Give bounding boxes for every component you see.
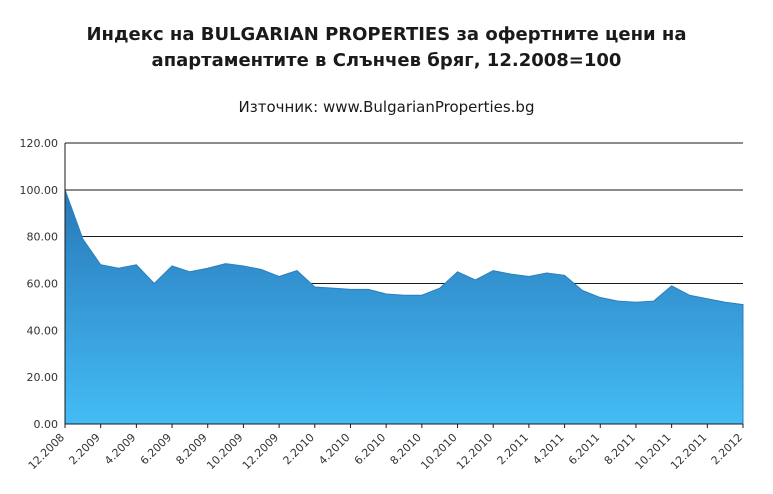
x-axis-tick-label: 6.2010 xyxy=(352,431,388,467)
x-axis-tick-label: 2.2009 xyxy=(66,431,102,467)
y-axis-tick-label: 0.00 xyxy=(34,418,59,431)
y-axis-tick-label: 120.00 xyxy=(20,137,59,150)
chart-subtitle: Източник: www.BulgarianProperties.bg xyxy=(238,98,535,116)
y-axis-tick-label: 80.00 xyxy=(27,231,59,244)
x-axis-tick-label: 2.2012 xyxy=(709,431,745,467)
axes xyxy=(64,143,743,425)
area-series xyxy=(64,189,744,425)
x-axis-tick-label: 4.2011 xyxy=(530,431,566,467)
x-axis-tick-label: 12.2010 xyxy=(454,431,495,472)
area-fill xyxy=(64,189,744,425)
x-axis-tick-label: 4.2009 xyxy=(102,431,138,467)
x-axis-tick-label: 6.2011 xyxy=(566,431,602,467)
chart-area: 0.00 20.00 40.00 60.00 80.00 100.00 120.00 12.… xyxy=(0,133,773,493)
chart-title: Индекс на BULGARIAN PROPERTIES за офертн… xyxy=(86,24,687,72)
x-axis-tick-label: 10.2009 xyxy=(204,431,245,472)
x-axis-tick-label: 12.2009 xyxy=(240,431,281,472)
x-axis-tick-label: 6.2009 xyxy=(138,431,174,467)
y-axis-tick-label: 40.00 xyxy=(27,324,59,337)
x-axis-tick-label: 4.2010 xyxy=(316,431,352,467)
x-axis-tick-label: 2.2011 xyxy=(495,431,531,467)
x-axis-tick-label: 12.2011 xyxy=(668,431,709,472)
x-axis-tick-label: 12.2008 xyxy=(26,431,67,472)
x-axis-tick-label: 2.2010 xyxy=(280,431,316,467)
y-axis-tick-label: 100.00 xyxy=(20,184,59,197)
y-axis-labels: 0.00 20.00 40.00 60.00 80.00 100.00 120.00 xyxy=(20,137,59,431)
x-axis-tick-label: 10.2010 xyxy=(418,431,459,472)
x-axis-labels: 12.2008 2.2009 4.2009 6.2009 8.200910.200912… xyxy=(26,424,745,472)
y-axis-tick-label: 20.00 xyxy=(27,371,59,384)
x-axis-tick-label: 10.2011 xyxy=(632,431,673,472)
chart-canvas: 0.00 20.00 40.00 60.00 80.00 100.00 120.00 12.… xyxy=(20,137,746,472)
y-axis-tick-label: 60.00 xyxy=(27,278,59,291)
